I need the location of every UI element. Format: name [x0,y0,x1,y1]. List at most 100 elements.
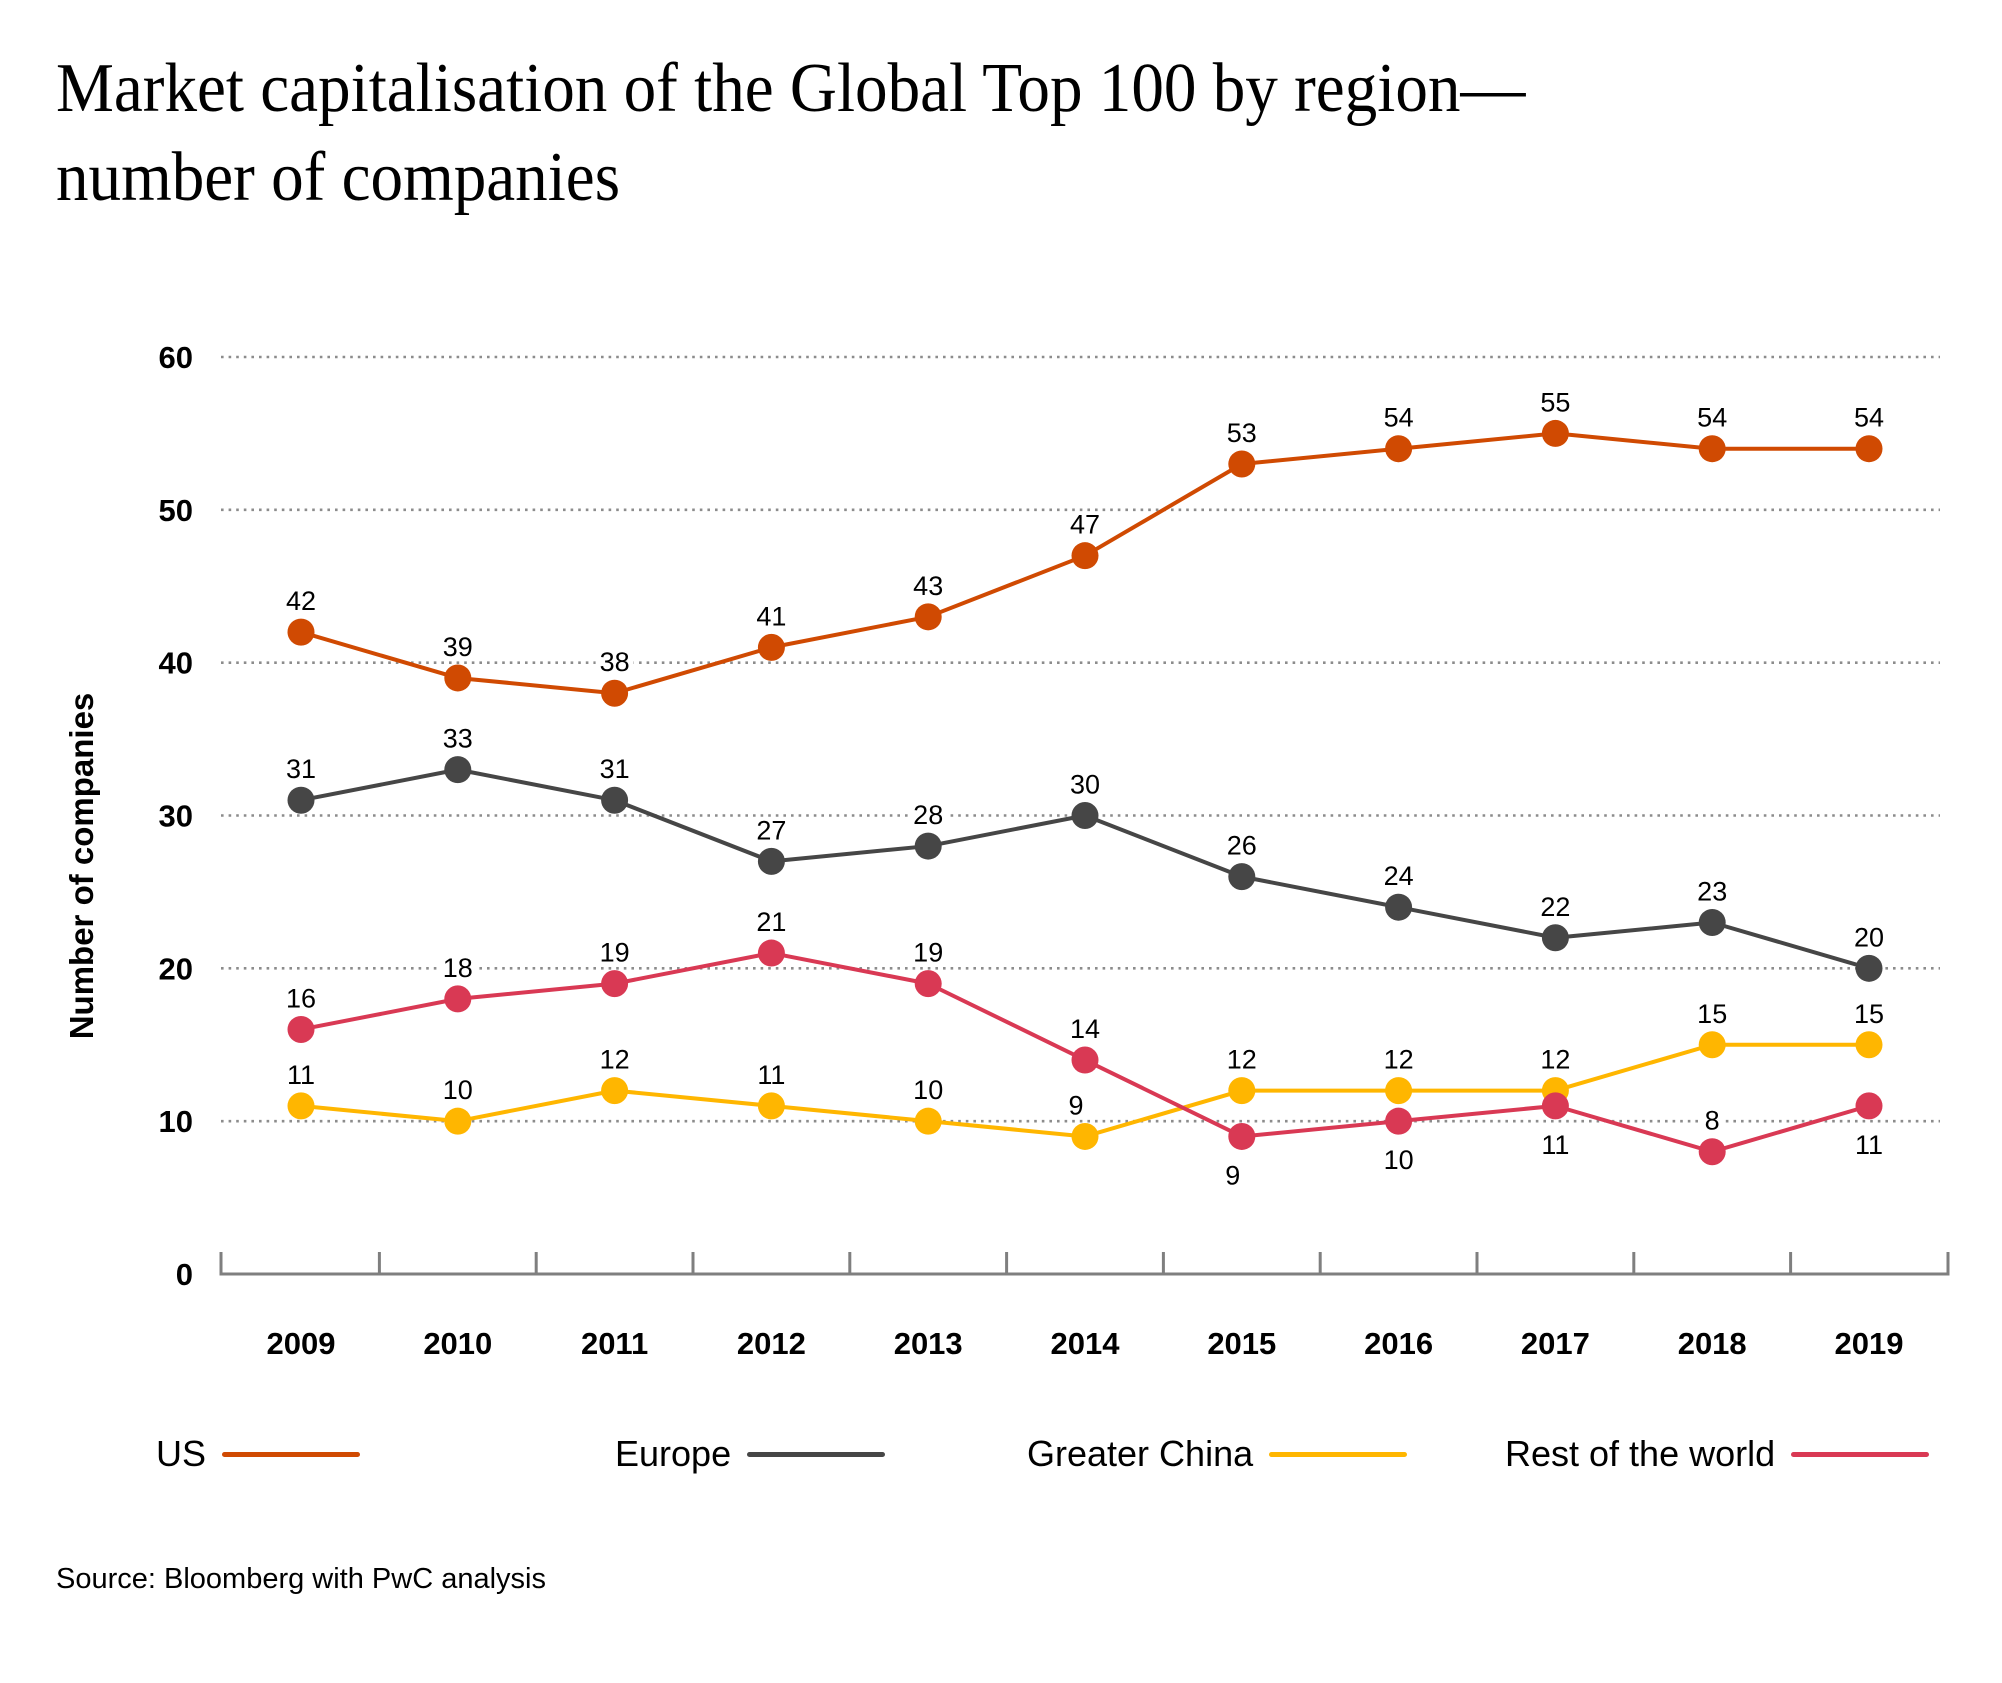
legend: US Europe Greater China Rest of the worl… [0,1428,2002,1488]
data-point-rest-of-the-world [757,939,785,967]
data-label-background [1536,1131,1575,1158]
legend-label: Greater China [1027,1433,1254,1474]
data-label-background [1536,1046,1575,1073]
chart-title: Market capitalisation of the Global Top … [56,44,1823,222]
data-point-europe [287,786,315,814]
data-point-greater-china [1385,1077,1413,1105]
y-tick-label: 50 [159,493,193,528]
data-point-europe [757,847,785,875]
data-point-rest-of-the-world [1855,1092,1883,1120]
data-label: 54 [1697,403,1727,433]
data-label-background [1850,404,1888,431]
data-label-background [1066,511,1104,538]
data-point-us [287,618,315,646]
data-label-background [282,588,320,615]
legend-item-greater-china: Greater China [1027,1428,1408,1480]
x-tick-label: 2011 [581,1326,648,1361]
y-tick-label: 10 [159,1104,193,1139]
x-tick-label: 2016 [1364,1326,1433,1361]
data-point-greater-china [601,1077,629,1105]
x-tick-label: 2017 [1521,1326,1590,1361]
data-label-background [1221,1162,1244,1189]
x-tick-label: 2009 [267,1326,336,1361]
data-label-background [282,985,320,1012]
data-point-us [1541,419,1569,447]
legend-swatch-rest-of-world [1791,1451,1930,1457]
data-label: 55 [1540,387,1570,417]
x-tick-label: 2012 [737,1326,806,1361]
data-label: 20 [1854,922,1884,952]
data-label-background [752,817,791,844]
data-point-europe [914,832,942,860]
data-label-background [282,756,320,783]
data-label-background [909,1077,948,1104]
chart-title-line-1: Market capitalisation of the Global Top … [56,50,1526,127]
data-label: 31 [286,754,316,784]
data-label: 24 [1384,861,1414,891]
data-point-rest-of-the-world [914,970,942,998]
x-tick-label: 2015 [1207,1326,1276,1361]
data-label-background [1693,1000,1732,1027]
data-label-background [1065,1092,1087,1119]
data-point-europe [1541,924,1569,952]
data-label-background [1850,1000,1888,1027]
data-point-europe [444,756,472,784]
data-label: 38 [600,647,630,677]
data-point-us [1385,435,1413,463]
data-label: 10 [913,1075,943,1105]
data-label-background [1379,1046,1418,1073]
data-label-background [752,603,791,630]
data-label-background [438,954,477,981]
data-label-background [595,649,634,676]
data-point-europe [1071,802,1099,829]
data-label-background [438,725,477,752]
data-label-background [282,1061,320,1088]
data-label-background [1850,924,1888,951]
data-point-us [914,603,942,631]
data-label: 47 [1070,510,1100,540]
data-point-europe [601,786,629,814]
data-label-background [1379,404,1418,431]
data-point-greater-china [1071,1122,1099,1150]
x-tick-label: 2014 [1051,1326,1121,1361]
data-point-us [757,633,785,661]
data-label: 12 [1540,1045,1570,1075]
data-label: 12 [600,1045,630,1075]
data-point-europe [1228,863,1256,891]
data-label: 28 [913,800,943,830]
data-label: 9 [1225,1160,1240,1190]
y-tick-label: 60 [159,340,193,375]
x-axis-labels: 2009 2010 2011 2012 2013 2014 2015 2016 2017 2018… [267,1326,1904,1361]
data-point-us [1071,542,1099,570]
data-label: 11 [287,1060,315,1090]
legend-label: Europe [615,1433,732,1474]
x-tick-label: 2019 [1835,1326,1904,1361]
data-label: 30 [1070,770,1100,800]
data-label-background [1222,832,1261,859]
data-label: 15 [1697,999,1727,1029]
x-axis [219,1252,1950,1276]
legend-label: Rest of the world [1505,1433,1776,1474]
legend-item-us: US [156,1428,361,1480]
legend-swatch-europe [747,1451,886,1457]
data-point-us [1698,435,1726,463]
data-label: 19 [913,938,943,968]
gridlines [221,355,1940,1123]
data-label-background [1536,893,1575,920]
legend-swatch-greater-china [1269,1451,1408,1457]
data-point-greater-china [914,1107,942,1135]
data-point-us [1855,435,1883,463]
data-point-greater-china [1228,1077,1256,1105]
data-point-rest-of-the-world [1698,1138,1726,1166]
data-point-europe [1385,893,1413,921]
data-label: 19 [600,938,630,968]
data-label: 10 [443,1075,473,1105]
data-label-background [909,939,948,966]
data-point-us [444,664,472,692]
data-point-greater-china [757,1092,785,1120]
data-label: 27 [756,815,786,845]
data-label-background [1701,1107,1724,1134]
data-label: 14 [1070,1014,1100,1044]
data-point-greater-china [1698,1031,1726,1059]
